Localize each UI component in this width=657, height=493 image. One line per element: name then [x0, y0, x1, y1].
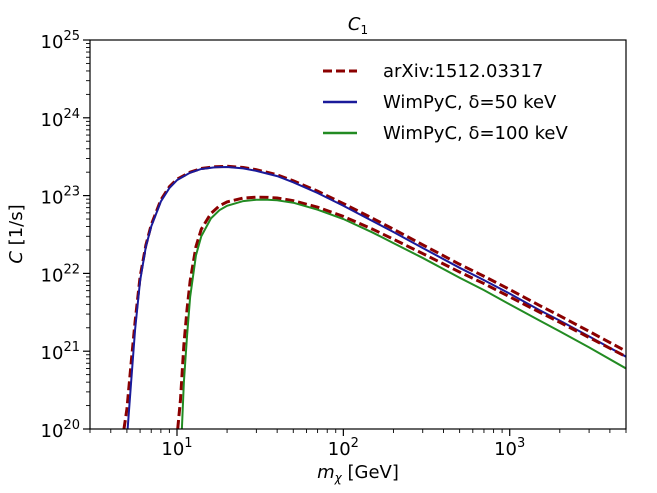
x-tick-label: 101 [161, 436, 192, 460]
plot-frame [89, 39, 627, 430]
y-tick-label: 1025 [41, 29, 80, 53]
series-line-3 [180, 198, 626, 429]
series-line-1 [126, 166, 626, 429]
legend: arXiv:1512.03317 WimPyC, δ=50 keV WimPyC… [323, 61, 568, 144]
chart-title: C1 [348, 14, 368, 37]
y-tick-label: 1024 [41, 107, 80, 131]
legend-label-wimpyc-50: WimPyC, δ=50 keV [383, 92, 557, 113]
legend-label-wimpyc-100: WimPyC, δ=100 keV [383, 123, 568, 144]
series-line-2 [176, 195, 626, 429]
legend-label-arxiv: arXiv:1512.03317 [383, 61, 543, 82]
x-axis-ticks: 101 102 103 [89, 429, 627, 460]
y-axis-label: C [1/s] [6, 204, 27, 263]
x-axis-label: mχ [GeV] [317, 462, 399, 485]
y-tick-label: 1022 [41, 262, 80, 286]
y-tick-label: 1020 [41, 418, 80, 442]
x-tick-label: 103 [494, 436, 525, 460]
series-line-0 [122, 164, 626, 429]
series-group [122, 164, 626, 429]
y-tick-label: 1021 [41, 340, 80, 364]
y-tick-label: 1023 [41, 185, 80, 209]
x-tick-label: 102 [328, 436, 359, 460]
y-axis-ticks: 1020 1021 1022 1023 1024 1025 [41, 29, 90, 442]
